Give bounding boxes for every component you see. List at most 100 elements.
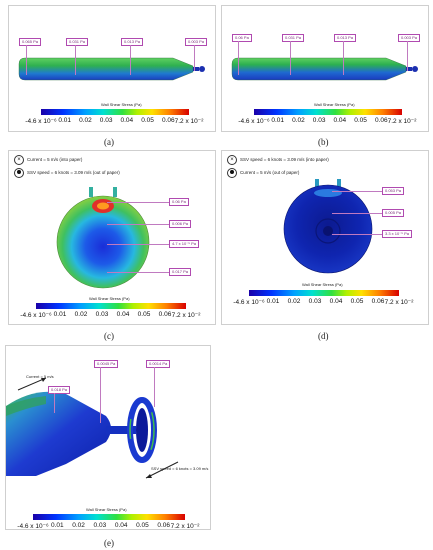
legend-ssv: × SSV speed = 6 knots = 3.09 m/s (into pa… <box>227 155 329 165</box>
panel-label-d: (d) <box>318 331 329 341</box>
colorbar-title: Wall Shear Stress (Pa) <box>86 507 127 512</box>
panel-label-b: (b) <box>318 137 329 147</box>
colorbar-ticks: -4.6 x 10⁻⁶ 0.01 0.02 0.03 0.04 0.05 0.0… <box>25 117 203 126</box>
into-paper-icon: × <box>227 155 237 165</box>
colorbar-title: Wall Shear Stress (Pa) <box>101 102 142 107</box>
tag-leader <box>54 393 55 413</box>
colorbar-ticks: -4.6 x 10⁻⁶ 0.01 0.02 0.03 0.04 0.05 0.0… <box>238 117 416 126</box>
ssv-front-view-d <box>283 179 373 274</box>
wss-tag: 0.053 Pa <box>382 187 405 195</box>
colorbar-tick: 7.2 x 10⁻² <box>384 299 414 306</box>
colorbar-tick: 0.05 <box>137 311 151 318</box>
wss-tag: 0.031 Pa <box>282 34 305 42</box>
legend-ssv-text: SSV speed = 6 knots = 3.09 m/s (into pap… <box>240 157 329 163</box>
tag-leader <box>290 41 291 75</box>
colorbar-tick: -4.6 x 10⁻⁶ <box>238 118 270 125</box>
tag-leader <box>194 45 195 71</box>
colorbar-tick: 0.03 <box>308 298 322 305</box>
colorbar-ticks: -4.6 x 10⁻⁶ 0.01 0.02 0.03 0.04 0.05 0.0… <box>233 298 413 307</box>
colorbar-tick: -4.6 x 10⁻⁶ <box>17 523 49 530</box>
tag-leader <box>343 41 344 75</box>
colorbar-tick: 0.04 <box>120 117 134 124</box>
colorbar-title: Wall Shear Stress (Pa) <box>302 282 343 287</box>
panel-a: 0.065 Pa 0.031 Pa 0.013 Pa 0.003 Pa Wall… <box>8 5 216 132</box>
tag-leader <box>107 224 169 225</box>
panel-e: Current = 5 m/s SSV speed = 6 knots = 3.… <box>5 345 211 530</box>
wss-tag: 0.0045 Pa <box>94 360 119 368</box>
colorbar-tick: 0.06 <box>374 117 388 124</box>
wss-tag: 0.005 Pa <box>382 209 405 217</box>
colorbar-title: Wall Shear Stress (Pa) <box>89 296 130 301</box>
colorbar <box>33 514 185 520</box>
tag-leader <box>332 234 382 235</box>
wss-tag: 0.018 Pa <box>48 386 71 394</box>
wss-tag: 0.017 Pa <box>169 268 192 276</box>
wss-tag: 0.013 Pa <box>121 38 144 46</box>
wss-tag: 0.003 Pa <box>398 34 421 42</box>
colorbar-tick: 0.06 <box>157 522 171 529</box>
colorbar-tick: 0.05 <box>136 522 149 529</box>
colorbar-ticks: -4.6 x 10⁻⁶ 0.01 0.02 0.03 0.04 0.05 0.0… <box>20 311 200 320</box>
tag-leader <box>107 202 169 203</box>
tag-leader <box>107 244 169 245</box>
current-arrow-label: Current = 5 m/s <box>26 374 54 379</box>
colorbar-title: Wall Shear Stress (Pa) <box>314 102 355 107</box>
colorbar-tick: 0.04 <box>114 522 128 529</box>
tag-leader <box>100 367 101 423</box>
colorbar-tick: 7.2 x 10⁻² <box>387 118 417 125</box>
colorbar-tick: 7.2 x 10⁻² <box>170 523 200 530</box>
colorbar <box>254 109 402 115</box>
panel-label-e: (e) <box>104 538 114 548</box>
wss-tag: 0.06 Pa <box>232 34 252 42</box>
colorbar-tick: 0.02 <box>287 298 301 305</box>
colorbar-tick: 0.03 <box>95 311 109 318</box>
wss-tag: 4.7 x 10⁻⁵ Pa <box>169 240 200 248</box>
wss-tag: 0.065 Pa <box>19 38 42 46</box>
out-of-paper-icon <box>227 168 237 178</box>
colorbar-tick: 0.02 <box>292 117 305 124</box>
panel-label-a: (a) <box>104 137 114 147</box>
colorbar-tick: 0.03 <box>93 522 107 529</box>
legend-current: × Current = 5 m/s (into paper) <box>14 155 82 165</box>
colorbar-tick: 0.06 <box>158 311 172 318</box>
colorbar-tick: -4.6 x 10⁻⁶ <box>25 118 57 125</box>
wss-tag: 0.06 Pa <box>169 198 189 206</box>
colorbar-tick: 0.02 <box>79 117 92 124</box>
panel-c: × Current = 5 m/s (into paper) SSV speed … <box>8 150 216 325</box>
tag-leader <box>26 45 27 75</box>
colorbar-tick: 0.01 <box>58 117 71 124</box>
out-of-paper-icon <box>14 168 24 178</box>
colorbar-tick: 0.04 <box>333 117 347 124</box>
tag-leader <box>130 45 131 75</box>
colorbar-tick: 7.2 x 10⁻² <box>171 312 201 319</box>
into-paper-icon: × <box>14 155 24 165</box>
wss-tag: 0.006 Pa <box>169 220 192 228</box>
tag-leader <box>75 45 76 75</box>
panel-label-c: (c) <box>104 331 114 341</box>
colorbar-tick: 0.02 <box>74 311 88 318</box>
colorbar-tick: 0.05 <box>350 298 364 305</box>
colorbar-tick: 0.02 <box>72 522 85 529</box>
wss-tag: 0.003 Pa <box>185 38 208 46</box>
legend-ssv: SSV speed = 6 knots = 3.09 m/s (out of p… <box>14 168 120 178</box>
ssv-arrow-label: SSV speed = 6 knots = 3.09 m/s <box>151 466 209 471</box>
colorbar-tick: -4.6 x 10⁻⁶ <box>233 299 265 306</box>
colorbar-tick: 0.03 <box>312 117 326 124</box>
tag-leader <box>154 367 155 407</box>
wss-tag: 0.031 Pa <box>66 38 89 46</box>
legend-current-text: Current = 5 m/s (out of paper) <box>240 170 300 176</box>
colorbar-tick: 0.05 <box>141 117 154 124</box>
legend-current: Current = 5 m/s (out of paper) <box>227 168 299 178</box>
colorbar-tick: 0.01 <box>50 522 64 529</box>
wss-tag: 3.3 x 10⁻⁵ Pa <box>382 230 413 238</box>
colorbar-tick: 0.04 <box>116 311 130 318</box>
tag-leader <box>332 191 382 192</box>
colorbar-tick: 0.05 <box>354 117 367 124</box>
ssv-side-view-b <box>231 57 418 81</box>
tag-leader <box>107 272 169 273</box>
colorbar-tick: 7.2 x 10⁻² <box>174 118 204 125</box>
colorbar <box>249 290 399 296</box>
legend-current-text: Current = 5 m/s (into paper) <box>27 157 83 163</box>
tag-leader <box>332 213 382 214</box>
tag-leader <box>407 41 408 71</box>
